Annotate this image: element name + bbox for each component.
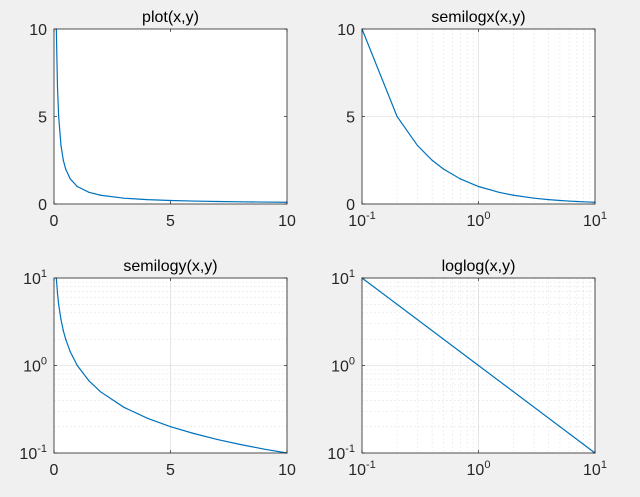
y-tick-label: 101: [331, 268, 355, 288]
chart-title: loglog(x,y): [442, 258, 516, 275]
chart-title: plot(x,y): [142, 9, 199, 26]
data-point: [533, 197, 535, 199]
chart-title: semilogx(x,y): [431, 9, 525, 26]
y-tick-label: 100: [331, 356, 355, 376]
data-point: [123, 197, 125, 199]
x-tick-label: 101: [583, 459, 607, 479]
data-point: [477, 364, 480, 367]
data-point: [193, 200, 195, 202]
data-point: [123, 406, 125, 408]
data-point: [56, 86, 59, 88]
data-point: [442, 168, 445, 170]
data-point: [60, 145, 62, 147]
data-point: [65, 168, 67, 170]
y-tick-label: 10-1: [327, 443, 355, 463]
data-point: [146, 417, 148, 419]
y-tick-label: 101: [23, 268, 47, 288]
x-tick-label: 101: [583, 210, 607, 230]
y-tick-label: 10: [29, 22, 47, 39]
data-point: [548, 199, 550, 201]
data-point: [576, 200, 578, 203]
data-point: [416, 145, 419, 147]
data-point: [62, 159, 64, 161]
data-point: [60, 319, 62, 321]
subplot-3: 0 5 10 10-1 100 101 semilogy(x,y): [19, 258, 296, 479]
x-tick-label: 10-1: [348, 210, 376, 230]
subplot-1: 0 5 10 0 5 10 plot(x,y): [29, 9, 296, 230]
y-tick-label: 0: [346, 197, 355, 214]
data-point: [431, 159, 433, 161]
x-tick-label: 10: [278, 462, 296, 479]
data-point: [498, 191, 500, 193]
data-point: [146, 199, 148, 201]
series-line: [55, 277, 288, 454]
data-point: [169, 426, 172, 428]
plot-area: [54, 29, 287, 204]
subplot-4: 10-1 100 101 10-1 100 101 loglog(x,y): [327, 258, 607, 479]
data-point: [216, 200, 218, 203]
data-point: [216, 438, 218, 441]
data-point: [459, 178, 462, 180]
data-point: [589, 201, 591, 203]
data-point: [65, 338, 67, 340]
data-point: [512, 194, 515, 196]
x-tick-label: 0: [50, 462, 59, 479]
data-point: [76, 364, 78, 367]
y-tick-label: 10: [337, 22, 355, 39]
x-tick-label: 10-1: [348, 459, 376, 479]
data-point: [239, 201, 241, 203]
data-point: [56, 292, 59, 295]
x-tick-label: 0: [50, 213, 59, 230]
y-tick-label: 5: [38, 110, 47, 127]
data-point: [169, 199, 172, 202]
data-point: [193, 432, 195, 435]
data-point: [263, 448, 265, 450]
data-point: [396, 115, 398, 118]
data-point: [58, 303, 60, 305]
data-point: [58, 115, 60, 118]
data-point: [88, 380, 90, 382]
y-tick-label: 5: [346, 110, 355, 127]
x-tick-label: 100: [467, 459, 491, 479]
chart-title: semilogy(x,y): [123, 258, 217, 275]
x-tick-label: 5: [166, 462, 175, 479]
data-point: [583, 201, 585, 203]
x-tick-label: 100: [467, 210, 491, 230]
data-point: [88, 191, 90, 193]
data-point: [100, 194, 102, 196]
data-point: [69, 178, 71, 180]
data-point: [100, 391, 102, 393]
data-point: [559, 199, 561, 202]
data-point: [69, 351, 71, 353]
x-tick-label: 10: [278, 213, 296, 230]
y-tick-label: 100: [23, 356, 47, 376]
data-point: [62, 330, 64, 332]
subplot-2: 10-1 100 101 0 5 10 semilogx(x,y): [337, 9, 607, 230]
data-point: [568, 200, 570, 202]
x-tick-label: 5: [166, 213, 175, 230]
y-tick-label: 0: [38, 197, 47, 214]
data-point: [76, 185, 78, 188]
data-point: [477, 185, 480, 188]
data-point: [263, 201, 265, 203]
y-tick-label: 10-1: [19, 443, 47, 463]
data-point: [239, 443, 241, 446]
series-line: [55, 28, 288, 203]
